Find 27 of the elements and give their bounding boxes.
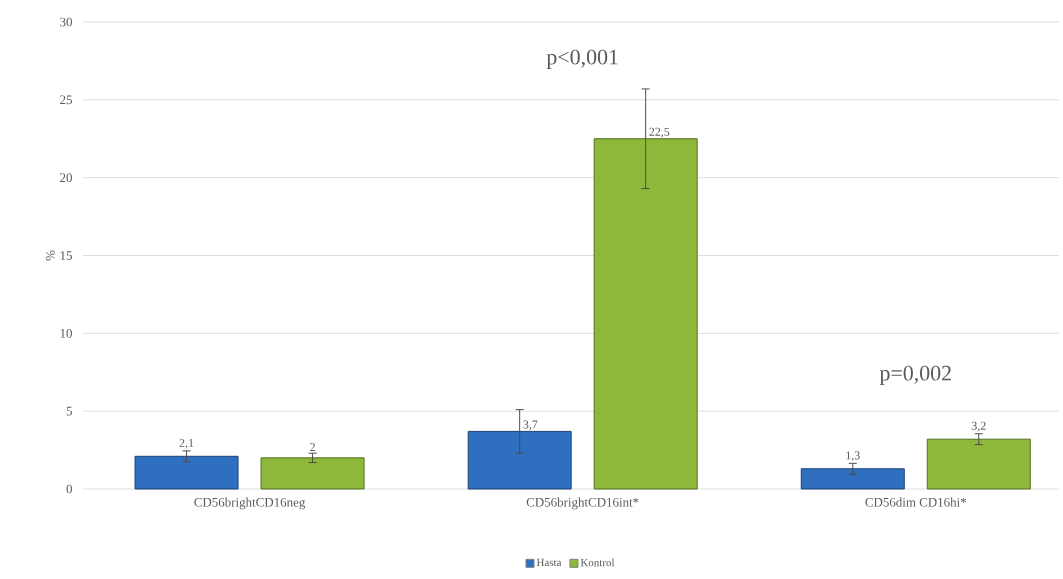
x-tick-label: CD56dim CD16hi*	[865, 497, 967, 507]
data-label: 2,1	[179, 438, 194, 449]
x-tick-label: CD56brightCD16neg	[194, 497, 306, 510]
y-tick-label: 20	[60, 173, 72, 183]
legend-label: Kontrol	[580, 558, 615, 567]
annotation: p<0,001	[546, 49, 618, 69]
y-tick-label: 10	[60, 328, 72, 338]
data-label: 3,2	[971, 421, 986, 432]
y-tick-label: 0	[66, 484, 72, 494]
bar	[800, 468, 905, 490]
bar	[260, 457, 365, 490]
x-tick-label: CD56brightCD16int*	[526, 497, 639, 510]
y-axis-title: %	[45, 250, 55, 261]
bar	[134, 455, 239, 490]
data-label: 2	[310, 443, 315, 451]
y-tick-label: 5	[66, 406, 72, 416]
bar	[926, 438, 1031, 490]
bar	[593, 138, 698, 490]
y-tick-label: 15	[60, 251, 72, 260]
data-label: 1,3	[846, 451, 860, 462]
annotation: p=0,002	[879, 365, 951, 385]
y-tick-label: 25	[60, 95, 72, 105]
data-label: 22,5	[649, 127, 670, 138]
legend-label: Hasta	[536, 558, 562, 567]
data-label: 3,7	[523, 420, 538, 431]
y-tick-label: 30	[60, 17, 72, 27]
bar	[467, 430, 572, 490]
